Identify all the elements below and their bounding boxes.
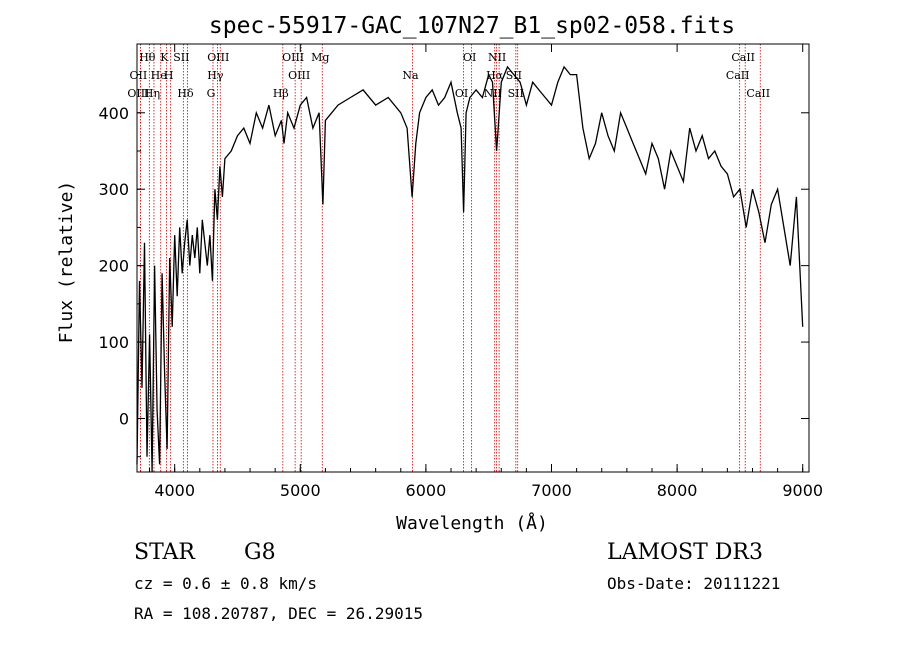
flux-series-line — [136, 65, 804, 473]
spectral-line-label: OIII — [288, 69, 310, 82]
y-tick-label: 0 — [119, 410, 129, 429]
x-axis-ticks: 4000 5000 6000 7000 8000 9000 — [149, 44, 823, 500]
x-tick-label: 8000 — [657, 481, 698, 500]
spectral-line-label: CaII — [746, 87, 770, 100]
y-axis-label: Flux (relative) — [56, 181, 77, 344]
spectral-line-label: Hδ — [177, 87, 194, 100]
x-tick-label: 7000 — [531, 481, 572, 500]
spectral-line-label: OII — [130, 69, 148, 82]
spectral-line-label: H — [164, 69, 174, 82]
x-tick-label: 4000 — [154, 481, 195, 500]
spectral-line-label: Mg — [311, 51, 329, 64]
survey-name: LAMOST DR3 — [607, 540, 763, 565]
chart-title: spec-55917-GAC_107N27_B1_sp02-058.fits — [209, 13, 735, 39]
spectral-line-label: NII — [488, 51, 506, 64]
spectral-line-label: SII — [173, 51, 189, 64]
spectral-line-label: K — [160, 51, 169, 64]
spectral-line-label: OIII — [282, 51, 304, 64]
y-axis-ticks: 0 100 200 300 400 — [98, 74, 809, 458]
y-tick-label: 100 — [98, 333, 129, 352]
observation-date: Obs-Date: 20111221 — [607, 574, 781, 593]
spectral-line-label: Hθ — [139, 51, 156, 64]
spectral-line-label: CaII — [726, 69, 750, 82]
spectral-line-label: G — [207, 87, 216, 100]
redshift-cz: cz = 0.6 ± 0.8 km/s — [134, 574, 318, 593]
spectral-line-label: Hγ — [207, 69, 224, 82]
x-axis-label: Wavelength (Å) — [396, 512, 548, 534]
coordinates: RA = 108.20787, DEC = 26.29015 — [134, 604, 423, 623]
y-tick-label: 200 — [98, 257, 129, 276]
x-tick-label: 5000 — [280, 481, 321, 500]
plot-frame — [136, 43, 810, 473]
spectral-line-label: OIII — [127, 87, 149, 100]
spectral-line-label: CaII — [731, 51, 755, 64]
y-tick-label: 400 — [98, 104, 129, 123]
x-tick-label: 9000 — [782, 481, 823, 500]
spectral-line-label: Hη — [144, 87, 160, 100]
y-tick-label: 300 — [98, 180, 129, 199]
spectral-line-label: SII — [508, 87, 524, 100]
spectral-line-labels-layer: Hθ OII OIII K He Hη SII HHδ OIII Hγ G OIII OIII Hβ Mg N… — [127, 51, 770, 100]
spectral-line-label: He — [151, 69, 167, 82]
spectral-line-label: Hβ — [273, 87, 289, 100]
spectral-line-label: OIII — [207, 51, 229, 64]
object-subclass: G8 — [244, 540, 276, 565]
object-class: STAR — [134, 540, 195, 565]
spectral-line-label: OI — [463, 51, 476, 64]
spectral-line-label: Na — [402, 69, 419, 82]
x-tick-label: 6000 — [406, 481, 447, 500]
spectral-line-label: OI — [455, 87, 468, 100]
